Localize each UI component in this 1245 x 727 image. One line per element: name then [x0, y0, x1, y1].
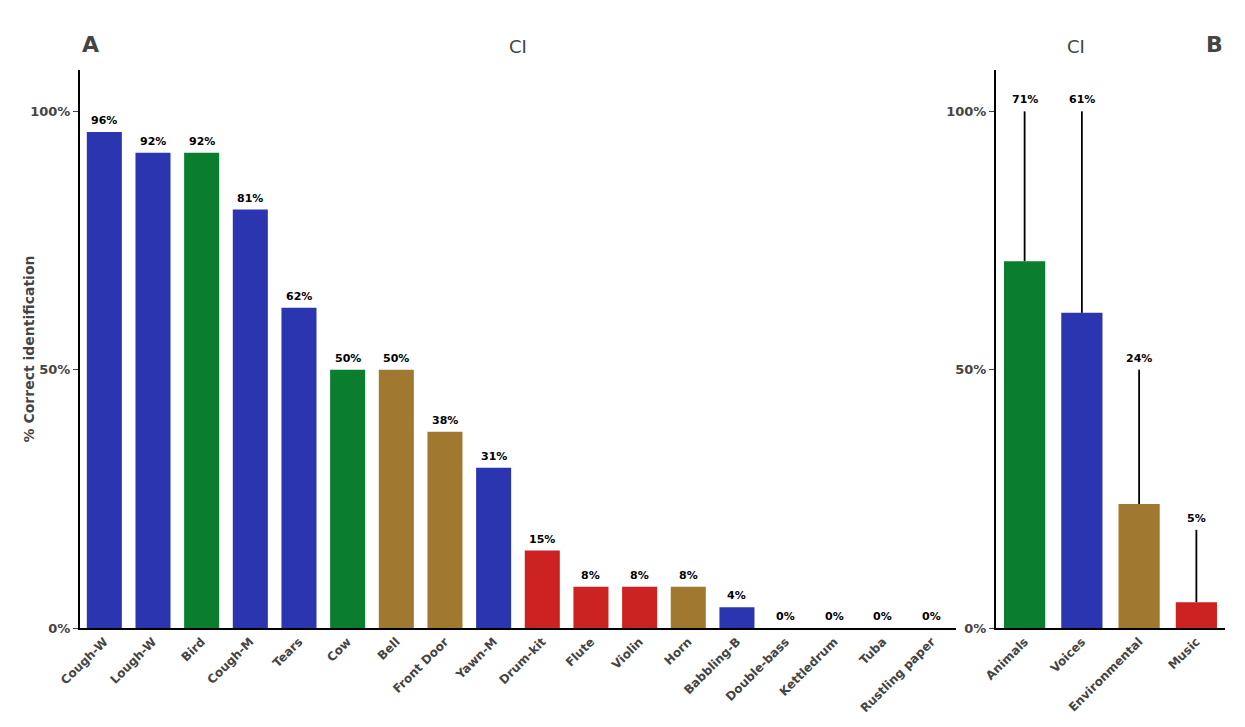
- svg-text:Tuba: Tuba: [857, 635, 890, 668]
- svg-text:8%: 8%: [581, 569, 600, 582]
- svg-text:Flute: Flute: [563, 635, 597, 669]
- svg-text:Double-bass: Double-bass: [723, 635, 792, 704]
- svg-text:62%: 62%: [286, 290, 312, 303]
- svg-text:8%: 8%: [630, 569, 649, 582]
- svg-text:50%: 50%: [383, 352, 409, 365]
- svg-text:Violin: Violin: [609, 635, 646, 672]
- svg-text:100%: 100%: [946, 104, 986, 119]
- svg-text:92%: 92%: [189, 135, 215, 148]
- svg-text:24%: 24%: [1126, 352, 1152, 365]
- svg-text:Yawn-M: Yawn-M: [452, 635, 500, 683]
- svg-text:CI: CI: [509, 36, 527, 57]
- svg-text:B: B: [1206, 32, 1223, 57]
- svg-text:38%: 38%: [432, 414, 458, 427]
- svg-text:Rustling paper: Rustling paper: [858, 635, 938, 715]
- svg-text:71%: 71%: [1012, 93, 1038, 106]
- svg-text:Horn: Horn: [662, 635, 695, 668]
- svg-text:Babbling-B: Babbling-B: [681, 635, 743, 697]
- svg-text:96%: 96%: [91, 114, 117, 127]
- svg-text:Bird: Bird: [178, 635, 208, 665]
- svg-text:CI: CI: [1067, 36, 1085, 57]
- svg-text:Lough-W: Lough-W: [108, 635, 160, 687]
- svg-text:Kettledrum: Kettledrum: [777, 635, 841, 699]
- svg-text:50%: 50%: [335, 352, 361, 365]
- svg-text:Cow: Cow: [324, 635, 354, 665]
- svg-text:Bell: Bell: [375, 635, 403, 663]
- svg-text:81%: 81%: [237, 192, 263, 205]
- svg-text:Front Door: Front Door: [390, 635, 451, 696]
- svg-text:% Correct identification: % Correct identification: [21, 256, 37, 443]
- svg-text:4%: 4%: [727, 589, 746, 602]
- svg-text:5%: 5%: [1187, 512, 1206, 525]
- svg-text:0%: 0%: [964, 621, 986, 636]
- svg-text:50%: 50%: [955, 362, 986, 377]
- svg-text:Environmental: Environmental: [1066, 635, 1146, 715]
- svg-text:15%: 15%: [529, 533, 555, 546]
- svg-text:92%: 92%: [140, 135, 166, 148]
- svg-text:50%: 50%: [39, 362, 70, 377]
- svg-text:Drum-kit: Drum-kit: [497, 635, 549, 687]
- svg-text:Cough-W: Cough-W: [58, 635, 111, 688]
- svg-text:0%: 0%: [776, 610, 795, 623]
- svg-text:100%: 100%: [30, 104, 70, 119]
- svg-text:0%: 0%: [922, 610, 941, 623]
- svg-text:31%: 31%: [481, 450, 507, 463]
- svg-text:Voices: Voices: [1048, 635, 1089, 676]
- svg-text:0%: 0%: [873, 610, 892, 623]
- svg-text:Music: Music: [1165, 635, 1202, 672]
- svg-text:61%: 61%: [1069, 93, 1095, 106]
- svg-text:A: A: [82, 32, 99, 57]
- svg-text:Tears: Tears: [270, 635, 305, 670]
- svg-text:0%: 0%: [825, 610, 844, 623]
- svg-text:0%: 0%: [48, 621, 70, 636]
- svg-text:Animals: Animals: [983, 635, 1031, 683]
- svg-text:8%: 8%: [679, 569, 698, 582]
- svg-text:Cough-M: Cough-M: [205, 635, 257, 687]
